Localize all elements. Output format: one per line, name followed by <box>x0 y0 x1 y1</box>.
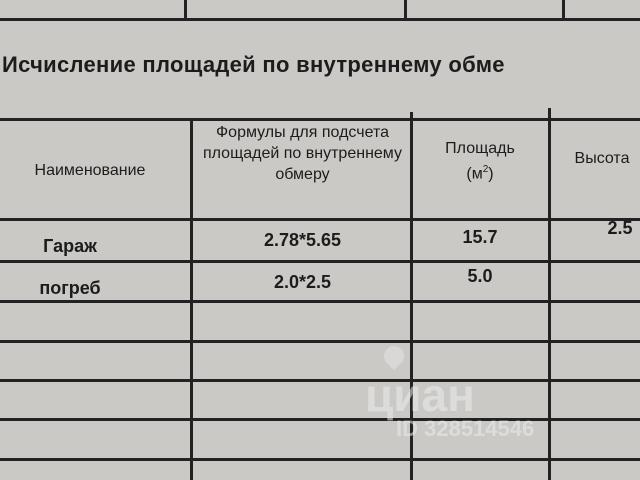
header-height: Высота <box>574 150 630 167</box>
table-divider <box>548 108 551 480</box>
row-area: 5.0 <box>467 266 493 286</box>
header-formula: Формулы для подсчета площадей по внутрен… <box>203 124 402 183</box>
table-line <box>0 118 640 121</box>
table-line <box>0 260 640 263</box>
top-table-divider <box>562 0 565 20</box>
watermark-brand: циан <box>365 369 475 421</box>
header-area-unit: (м <box>466 165 483 183</box>
table-line <box>0 340 640 343</box>
watermark-id: ID 328514546 <box>396 416 535 441</box>
header-area-sup: 2 <box>482 164 489 175</box>
table-divider <box>190 118 193 480</box>
table-line <box>0 218 640 221</box>
table-line <box>0 379 640 382</box>
row-area: 15.7 <box>462 227 498 247</box>
table-line <box>0 418 640 421</box>
header-area-close: ) <box>488 165 494 183</box>
header-name: Наименование <box>34 162 146 179</box>
header-area-label: Площадь <box>445 140 515 157</box>
table-line <box>0 300 640 303</box>
row-formula: 2.78*5.65 <box>263 230 342 250</box>
row-formula: 2.0*2.5 <box>273 272 332 292</box>
top-table-line <box>0 18 640 21</box>
header-area: Площадь (м2) <box>412 138 548 184</box>
location-pin-icon <box>379 341 409 371</box>
top-table-divider <box>404 0 407 20</box>
row-name: погреб <box>39 278 101 298</box>
row-name: Гараж <box>43 236 97 256</box>
section-title: Исчисление площадей по внутреннему обме <box>2 52 505 77</box>
table-divider <box>410 112 413 480</box>
table-line <box>0 458 640 461</box>
top-table-divider <box>184 0 187 20</box>
row-height: 2.5 <box>607 218 633 238</box>
